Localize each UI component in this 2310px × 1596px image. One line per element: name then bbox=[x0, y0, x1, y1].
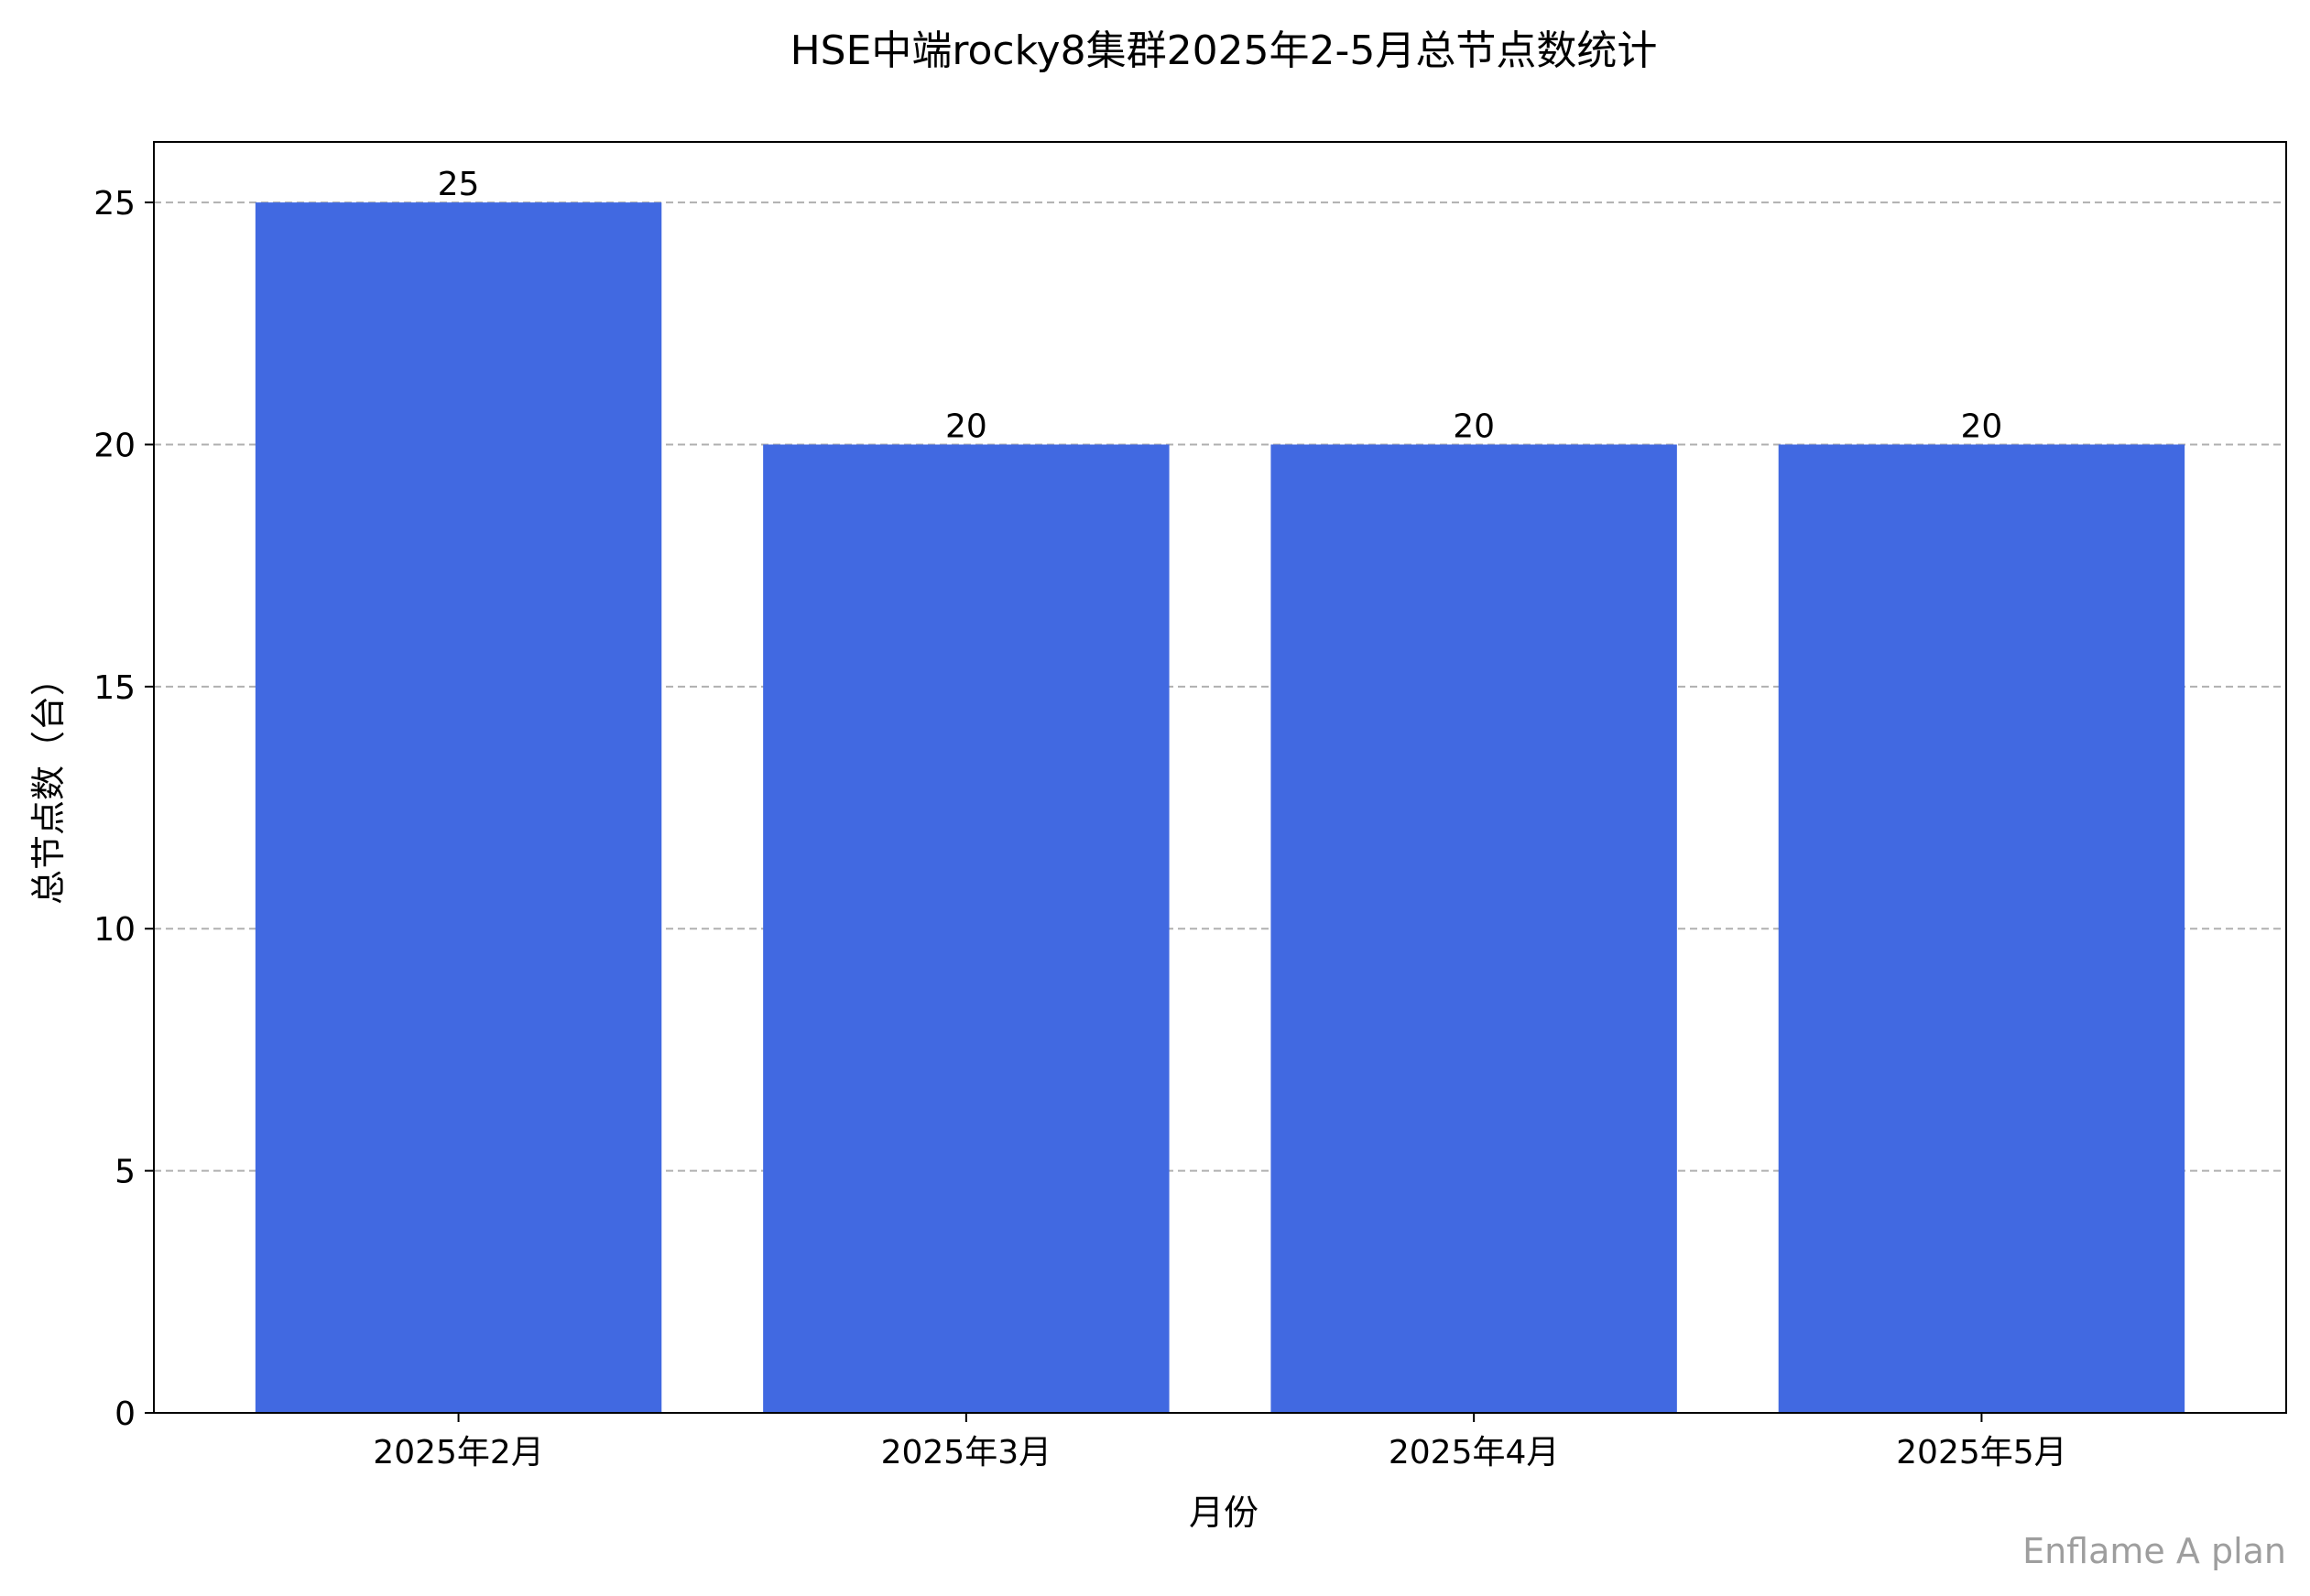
bar bbox=[1778, 444, 2185, 1413]
data-label: 25 bbox=[438, 166, 480, 203]
y-tick-label: 0 bbox=[114, 1395, 136, 1433]
data-label: 20 bbox=[1961, 407, 2003, 445]
y-tick-label: 10 bbox=[93, 911, 136, 949]
axes: 0 5 10 15 20 25 2025年2月 2025年3月 2025年4月 2025年5月 bbox=[93, 141, 2287, 1471]
y-tick-label: 20 bbox=[93, 427, 136, 464]
watermark: Enflame A plan bbox=[2022, 1531, 2286, 1571]
bar bbox=[763, 444, 1170, 1413]
y-axis-label: 总节点数（台） bbox=[28, 661, 69, 905]
bar bbox=[255, 202, 662, 1414]
x-tick-label: 2025年2月 bbox=[373, 1434, 544, 1471]
y-tick-label: 15 bbox=[93, 669, 136, 707]
x-tick-label: 2025年4月 bbox=[1389, 1434, 1560, 1471]
x-tick-label: 2025年3月 bbox=[881, 1434, 1052, 1471]
data-label: 20 bbox=[945, 407, 987, 445]
y-tick-label: 25 bbox=[93, 185, 136, 223]
chart-title: HSE中端rocky8集群2025年2-5月总节点数统计 bbox=[790, 27, 1658, 74]
bars bbox=[255, 202, 2185, 1414]
plot-frame bbox=[153, 141, 2287, 1414]
y-tick-label: 5 bbox=[114, 1154, 136, 1191]
x-tick-label: 2025年5月 bbox=[1896, 1434, 2067, 1471]
data-label: 20 bbox=[1453, 407, 1495, 445]
x-axis-label: 月份 bbox=[1189, 1493, 1259, 1533]
bar bbox=[1270, 444, 1677, 1413]
data-labels: 25 20 20 20 bbox=[438, 166, 2003, 445]
